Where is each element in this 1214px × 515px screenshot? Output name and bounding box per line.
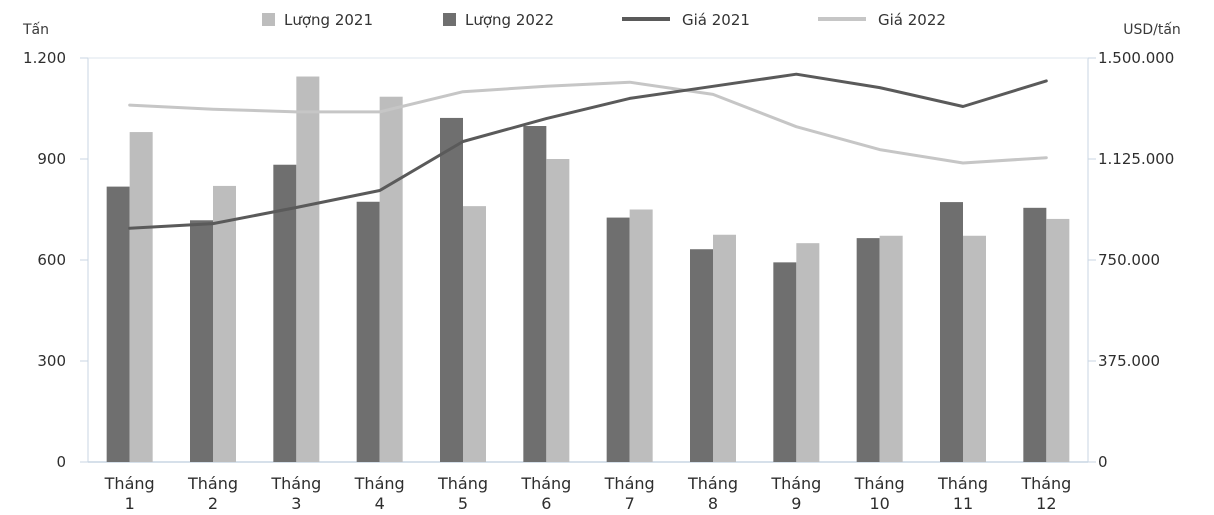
legend-swatch — [262, 13, 275, 26]
legend-label: Giá 2021 — [682, 11, 750, 29]
x-tick-label-number: 4 — [375, 494, 385, 513]
x-tick-label-number: 9 — [791, 494, 801, 513]
bar-luong-2022 — [940, 202, 963, 463]
left-tick-label: 900 — [37, 150, 66, 168]
x-tick-label: Tháng — [604, 474, 655, 493]
bar-luong-2021 — [379, 96, 403, 462]
legend-label: Lượng 2022 — [465, 11, 554, 29]
bar-luong-2022 — [1023, 207, 1047, 462]
bar-luong-2021 — [213, 185, 236, 462]
x-tick-label-number: 12 — [1036, 494, 1056, 513]
bar-luong-2021 — [129, 132, 153, 463]
lines — [128, 72, 1048, 230]
bars — [106, 76, 1070, 463]
legend-label: Giá 2022 — [878, 11, 946, 29]
x-tick-label-number: 7 — [625, 494, 635, 513]
line-gia-2022 — [128, 80, 1048, 165]
x-tick-label-number: 3 — [291, 494, 301, 513]
x-tick-label: Tháng — [520, 474, 571, 493]
right-axis-unit: USD/tấn — [1123, 22, 1181, 38]
right-tick-label: 0 — [1098, 453, 1108, 471]
bar-luong-2022 — [190, 220, 213, 462]
bar-luong-2022 — [690, 249, 713, 462]
x-tick-label-number: 8 — [708, 494, 718, 513]
x-tick-label: Tháng — [270, 474, 321, 493]
x-tick-label: Tháng — [354, 474, 405, 493]
x-tick-label: Tháng — [187, 474, 238, 493]
x-tick-label: Tháng — [854, 474, 905, 493]
x-tick-label-number: 10 — [869, 494, 889, 513]
x-tick-label: Tháng — [937, 474, 988, 493]
x-tick-label-number: 1 — [125, 494, 135, 513]
bar-luong-2022 — [356, 201, 380, 463]
bar-luong-2022 — [440, 117, 463, 462]
line-gia-2021 — [128, 72, 1048, 230]
axes: 0 300 600 900 1.200 0 375.000 750.000 1.125.000 1… — [22, 22, 1181, 513]
bar-luong-2021 — [463, 206, 486, 462]
bar-luong-2022 — [273, 164, 297, 462]
x-tick-label: Tháng — [770, 474, 821, 493]
right-tick-label: 750.000 — [1098, 251, 1160, 269]
bar-luong-2021 — [296, 76, 320, 463]
bar-luong-2022 — [106, 186, 130, 462]
bar-luong-2022 — [856, 238, 880, 462]
right-tick-label: 1.500.000 — [1098, 49, 1174, 67]
bar-luong-2022 — [523, 126, 547, 463]
bar-luong-2021 — [546, 159, 570, 462]
legend-swatch — [443, 13, 456, 26]
x-tick-label: Tháng — [687, 474, 738, 493]
x-tick-label: Tháng — [1020, 474, 1071, 493]
right-tick-label: 375.000 — [1098, 352, 1160, 370]
left-axis-unit: Tấn — [22, 22, 49, 38]
x-tick-label: Tháng — [437, 474, 488, 493]
left-tick-label: 1.200 — [23, 49, 66, 67]
bar-luong-2021 — [629, 209, 653, 462]
bar-luong-2022 — [773, 262, 797, 462]
left-tick-label: 600 — [37, 251, 66, 269]
legend: Lượng 2021 Lượng 2022 Giá 2021 Giá 2022 — [262, 11, 946, 29]
left-tick-label: 300 — [37, 352, 66, 370]
x-tick-label-number: 5 — [458, 494, 468, 513]
bar-luong-2021 — [713, 234, 736, 462]
left-tick-label: 0 — [56, 453, 66, 471]
x-tick-label-number: 2 — [208, 494, 218, 513]
bar-luong-2021 — [1046, 218, 1070, 462]
bar-luong-2021 — [879, 235, 903, 462]
legend-label: Lượng 2021 — [284, 11, 373, 29]
bar-luong-2021 — [796, 243, 820, 462]
x-tick-label-number: 11 — [953, 494, 973, 513]
bar-luong-2022 — [606, 217, 630, 462]
bar-luong-2021 — [963, 235, 986, 462]
x-tick-label: Tháng — [104, 474, 155, 493]
x-tick-label-number: 6 — [541, 494, 551, 513]
right-tick-label: 1.125.000 — [1098, 150, 1174, 168]
